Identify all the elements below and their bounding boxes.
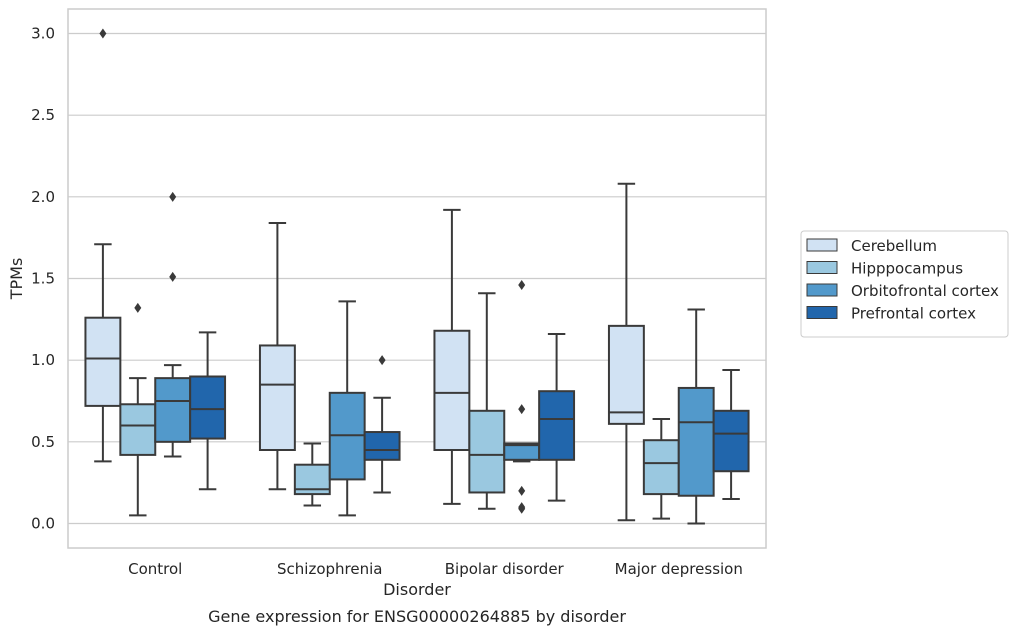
y-axis-ticks: 0.0 0.5 1.0 1.5 2.0 2.5 3.0 bbox=[31, 25, 55, 533]
legend-swatch bbox=[806, 238, 838, 252]
x-axis-label: Disorder bbox=[383, 580, 451, 599]
x-tick-label: Major depression bbox=[615, 560, 743, 578]
y-axis-label: TPMs bbox=[7, 258, 26, 301]
outlier-point bbox=[99, 28, 107, 39]
box-group bbox=[328, 300, 366, 517]
box-group bbox=[363, 355, 401, 494]
box-iqr bbox=[363, 431, 401, 461]
box-iqr bbox=[677, 386, 715, 497]
box-group bbox=[468, 292, 506, 510]
outlier-point bbox=[378, 355, 386, 366]
box-group bbox=[258, 221, 296, 491]
plot-frame bbox=[67, 8, 767, 549]
x-axis-ticks: Control Schizophrenia Bipolar disorder Majo… bbox=[128, 560, 743, 578]
box-group bbox=[538, 333, 576, 502]
box-iqr bbox=[538, 390, 576, 461]
box-group bbox=[293, 442, 331, 507]
x-tick-label: Schizophrenia bbox=[277, 560, 382, 578]
outlier-point bbox=[134, 302, 142, 313]
y-tick-label: 3.0 bbox=[31, 25, 55, 43]
box-group bbox=[154, 191, 192, 458]
box-group bbox=[84, 28, 122, 463]
box-group bbox=[119, 302, 157, 517]
box-group bbox=[642, 417, 680, 520]
y-tick-label: 2.5 bbox=[31, 106, 55, 124]
y-tick-label: 1.0 bbox=[31, 351, 55, 369]
box-group bbox=[189, 331, 227, 491]
x-tick-label: Bipolar disorder bbox=[445, 560, 565, 578]
legend-frame bbox=[800, 230, 1009, 338]
outlier-point bbox=[169, 191, 177, 202]
outlier-point bbox=[518, 485, 526, 496]
outlier-point bbox=[518, 280, 526, 291]
box-group bbox=[607, 182, 645, 522]
x-tick-label: Control bbox=[128, 560, 182, 578]
outlier-point bbox=[518, 502, 526, 513]
legend-label: Orbitofrontal cortex bbox=[851, 282, 999, 300]
box-iqr bbox=[119, 403, 157, 456]
box-iqr bbox=[712, 409, 750, 473]
y-tick-label: 0.5 bbox=[31, 433, 55, 451]
box-iqr bbox=[607, 324, 645, 425]
box-iqr bbox=[468, 409, 506, 494]
box-group bbox=[712, 368, 750, 500]
legend-swatch bbox=[806, 306, 838, 319]
box-iqr bbox=[258, 344, 296, 452]
box-iqr bbox=[154, 377, 192, 443]
box-iqr bbox=[642, 439, 680, 496]
legend-label: Hipppocampus bbox=[851, 260, 963, 278]
legend-swatch bbox=[806, 283, 838, 297]
y-tick-label: 2.0 bbox=[31, 188, 55, 206]
box-group bbox=[503, 280, 541, 514]
legend: Cerebellum Hipppocampus Orbitofrontal cort… bbox=[800, 230, 1009, 338]
box-group bbox=[677, 308, 715, 525]
box-series bbox=[84, 28, 750, 525]
outlier-point bbox=[169, 271, 177, 282]
box-group bbox=[433, 208, 471, 505]
outlier-point bbox=[518, 404, 526, 415]
legend-label: Prefrontal cortex bbox=[851, 305, 976, 323]
box-iqr bbox=[189, 375, 227, 440]
legend-swatch bbox=[806, 261, 838, 274]
box-iqr bbox=[433, 329, 471, 451]
chart-title: Gene expression for ENSG00000264885 by d… bbox=[208, 607, 626, 626]
y-tick-label: 1.5 bbox=[31, 270, 55, 288]
y-tick-label: 0.0 bbox=[31, 515, 55, 533]
legend-label: Cerebellum bbox=[851, 237, 937, 255]
box-iqr bbox=[84, 316, 122, 407]
